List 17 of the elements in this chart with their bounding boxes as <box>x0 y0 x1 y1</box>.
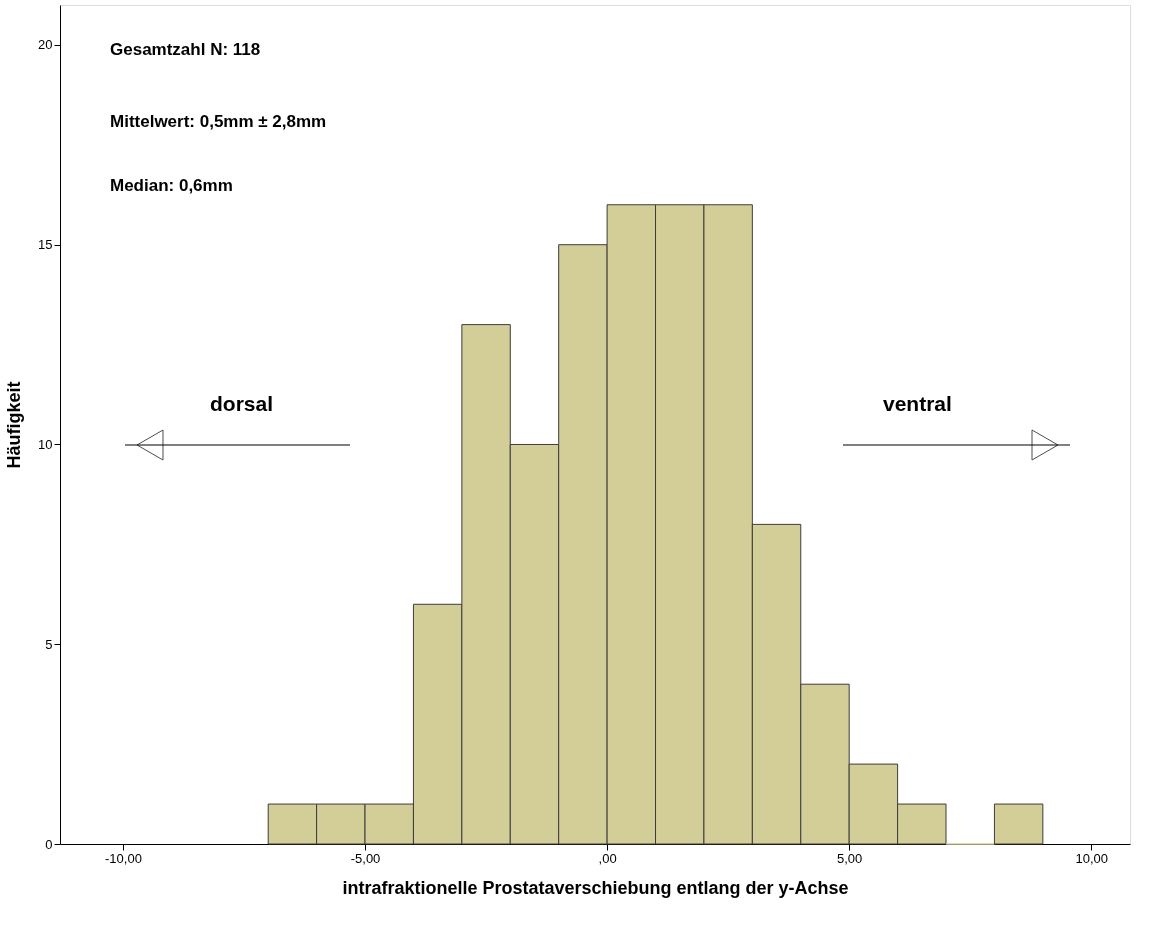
x-tick-label: -10,00 <box>105 850 142 866</box>
y-tick-label: 15 <box>38 237 53 253</box>
annotation: Median: 0,6mm <box>110 176 233 195</box>
annotation: Mittelwert: 0,5mm ± 2,8mm <box>110 112 327 131</box>
x-tick-label: -5,00 <box>350 850 381 866</box>
annotation: dorsal <box>210 392 274 415</box>
y-tick-label: 0 <box>45 836 53 852</box>
annotation: Gesamtzahl N: 118 <box>110 40 261 59</box>
y-tick-label: 10 <box>38 436 53 452</box>
annotation: ventral <box>883 392 952 415</box>
x-tick-label: 10,00 <box>1075 850 1109 866</box>
x-tick-label: 5,00 <box>837 850 863 866</box>
y-tick-label: 5 <box>45 636 53 652</box>
x-tick-label: ,00 <box>598 850 617 866</box>
y-axis-title: Häufigkeit <box>4 381 25 469</box>
y-tick-label: 20 <box>38 37 53 53</box>
x-axis-title: intrafraktionelle Prostataverschiebung entlang der y-Achse <box>342 877 849 898</box>
